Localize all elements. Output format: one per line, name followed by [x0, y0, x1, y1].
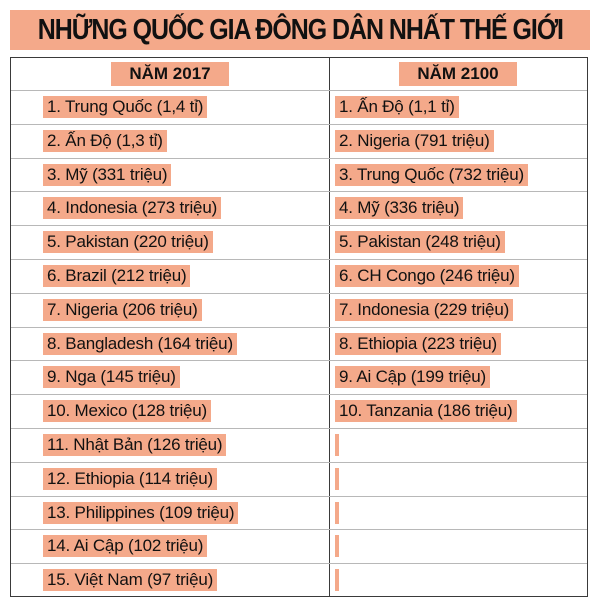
table-cell-2100: 7. Indonesia (229 triệu)	[335, 298, 514, 322]
table-cell-2017: 12. Ethiopia (114 triệu)	[43, 467, 217, 491]
row-rule	[11, 326, 587, 328]
row-rule	[11, 495, 587, 497]
country-entry-2017: 12. Ethiopia (114 triệu)	[43, 467, 217, 490]
page-title: NHỮNG QUỐC GIA ĐÔNG DÂN NHẤT THẾ GIỚI	[37, 13, 563, 46]
table-cell-2100: 4. Mỹ (336 triệu)	[335, 196, 464, 220]
table-cell-2100: 9. Ai Cập (199 triệu)	[335, 365, 490, 389]
country-entry-2100: 6. CH Congo (246 triệu)	[335, 264, 519, 287]
population-table: NĂM 2017 NĂM 2100 1. Trung Quốc (1,4 tỉ)…	[10, 57, 588, 597]
row-rule	[11, 360, 587, 362]
table-cell-2017: 13. Philippines (109 triệu)	[43, 501, 239, 525]
row-rule	[11, 191, 587, 193]
row-rule	[11, 292, 587, 294]
row-rule	[11, 428, 587, 429]
row-rule	[11, 225, 587, 227]
country-entry-2100: 10. Tanzania (186 triệu)	[335, 400, 517, 423]
table-cell-2100: 10. Tanzania (186 triệu)	[335, 399, 517, 423]
column-header-2100: NĂM 2100	[399, 62, 517, 86]
country-entry-2017: 13. Philippines (109 triệu)	[43, 501, 239, 524]
title-banner: NHỮNG QUỐC GIA ĐÔNG DÂN NHẤT THẾ GIỚI	[10, 10, 590, 50]
country-entry-2017: 7. Nigeria (206 triệu)	[43, 298, 202, 321]
country-entry-2100: 2. Nigeria (791 triệu)	[335, 129, 494, 152]
table-cell-2017: 6. Brazil (212 triệu)	[43, 264, 191, 288]
row-rule	[11, 461, 587, 463]
country-entry-2017: 5. Pakistan (220 triệu)	[43, 231, 213, 254]
table-cell-2100: 1. Ấn Độ (1,1 tỉ)	[335, 95, 459, 119]
table-cell-2100	[335, 501, 339, 525]
row-rule	[11, 563, 587, 565]
row-rule	[11, 394, 587, 396]
country-entry-2017: 6. Brazil (212 triệu)	[43, 264, 191, 287]
table-cell-2100	[335, 433, 339, 457]
table-cell-2017: 14. Ai Cập (102 triệu)	[43, 534, 208, 558]
table-cell-2017: 15. Việt Nam (97 triệu)	[43, 568, 218, 592]
country-entry-2100: 5. Pakistan (248 triệu)	[335, 231, 505, 254]
table-cell-2017: 4. Indonesia (273 triệu)	[43, 196, 222, 220]
country-entry-2100: 8. Ethiopia (223 triệu)	[335, 332, 501, 355]
table-cell-2017: 3. Mỹ (331 triệu)	[43, 163, 172, 187]
header-cell-2017: NĂM 2017	[11, 62, 329, 86]
country-entry-2017: 2. Ấn Độ (1,3 tỉ)	[43, 129, 167, 152]
table-cell-2017: 1. Trung Quốc (1,4 tỉ)	[43, 95, 208, 119]
country-entry-2017: 10. Mexico (128 triệu)	[43, 400, 212, 423]
country-entry-2017: 14. Ai Cập (102 triệu)	[43, 535, 208, 558]
country-entry-2017: 11. Nhật Bản (126 triệu)	[43, 433, 227, 456]
table-cell-2100: 3. Trung Quốc (732 triệu)	[335, 163, 528, 187]
table-cell-2100	[335, 534, 339, 558]
header-rule	[11, 90, 587, 91]
country-entry-2017: 9. Nga (145 triệu)	[43, 366, 180, 389]
country-entry-2017: 15. Việt Nam (97 triệu)	[43, 569, 218, 592]
table-cell-2017: 10. Mexico (128 triệu)	[43, 399, 212, 423]
country-entry-2017: 1. Trung Quốc (1,4 tỉ)	[43, 95, 208, 118]
country-entry-2100: 1. Ấn Độ (1,1 tỉ)	[335, 95, 459, 118]
table-cell-2017: 8. Bangladesh (164 triệu)	[43, 332, 237, 356]
empty-highlight-mark	[335, 501, 339, 524]
row-rule	[11, 259, 587, 260]
country-entry-2100: 4. Mỹ (336 triệu)	[335, 197, 464, 220]
table-cell-2017: 5. Pakistan (220 triệu)	[43, 230, 213, 254]
table-cell-2017: 2. Ấn Độ (1,3 tỉ)	[43, 129, 167, 153]
column-header-2017: NĂM 2017	[111, 62, 229, 86]
table-cell-2017: 11. Nhật Bản (126 triệu)	[43, 433, 227, 457]
country-entry-2017: 4. Indonesia (273 triệu)	[43, 197, 222, 220]
country-entry-2100: 7. Indonesia (229 triệu)	[335, 298, 514, 321]
empty-highlight-mark	[335, 433, 339, 456]
table-cell-2017: 9. Nga (145 triệu)	[43, 365, 180, 389]
empty-highlight-mark	[335, 467, 339, 490]
row-rule	[11, 123, 587, 125]
table-cell-2100: 8. Ethiopia (223 triệu)	[335, 332, 501, 356]
table-cell-2100: 6. CH Congo (246 triệu)	[335, 264, 519, 288]
country-entry-2017: 3. Mỹ (331 triệu)	[43, 163, 172, 186]
row-rule	[11, 157, 587, 159]
table-cell-2100	[335, 467, 339, 491]
empty-highlight-mark	[335, 569, 339, 592]
country-entry-2100: 9. Ai Cập (199 triệu)	[335, 366, 490, 389]
row-rule	[11, 529, 587, 531]
table-cell-2100: 5. Pakistan (248 triệu)	[335, 230, 505, 254]
country-entry-2100: 3. Trung Quốc (732 triệu)	[335, 163, 528, 186]
table-cell-2100: 2. Nigeria (791 triệu)	[335, 129, 494, 153]
country-entry-2017: 8. Bangladesh (164 triệu)	[43, 332, 237, 355]
empty-highlight-mark	[335, 535, 339, 558]
table-cell-2100	[335, 568, 339, 592]
header-cell-2100: NĂM 2100	[329, 62, 587, 86]
table-cell-2017: 7. Nigeria (206 triệu)	[43, 298, 202, 322]
